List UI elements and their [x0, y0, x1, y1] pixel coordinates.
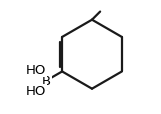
Text: HO: HO: [26, 85, 46, 98]
Text: HO: HO: [26, 64, 46, 77]
Text: B: B: [42, 74, 51, 87]
